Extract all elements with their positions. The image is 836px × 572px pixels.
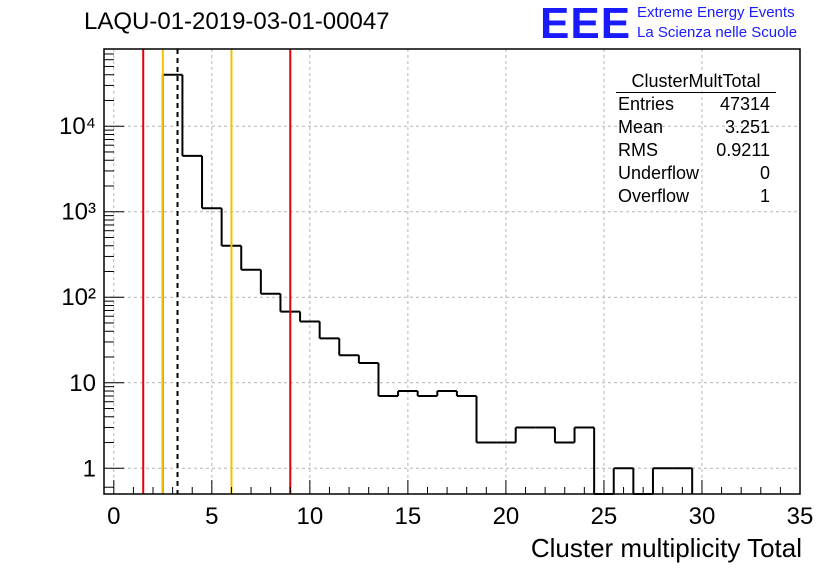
logo-line-1: Extreme Energy Events <box>637 4 795 21</box>
stats-box-title: ClusterMultTotal <box>616 70 776 93</box>
stats-label: Entries <box>618 94 675 114</box>
stats-value: 47314 <box>719 94 770 114</box>
chart-title: LAQU-01-2019-03-01-00047 <box>84 8 390 35</box>
stats-row: Overflow 1 <box>612 185 776 208</box>
axis-ticks <box>104 48 801 494</box>
x-tick-label: 15 <box>395 503 422 530</box>
y-tick-label: 1 <box>83 455 96 482</box>
stats-label: RMS <box>618 140 658 160</box>
stats-label: Mean <box>618 117 664 137</box>
stats-value: 3.251 <box>724 117 770 137</box>
stats-value: 1 <box>759 186 770 206</box>
x-tick-label: 5 <box>205 503 218 530</box>
x-axis-label: Cluster multiplicity Total <box>530 533 802 563</box>
x-tick-label: 35 <box>787 503 814 530</box>
x-tick-label: 10 <box>297 503 324 530</box>
y-tick-label: 10³ <box>61 199 96 226</box>
marker-lines <box>142 49 292 494</box>
stats-label: Overflow <box>618 186 690 206</box>
eee-logo-mark: EEE <box>540 0 632 48</box>
stats-label: Underflow <box>618 163 700 183</box>
logo-line-2: La Scienza nelle Scuole <box>637 24 798 41</box>
stats-row: RMS 0.9211 <box>612 139 776 162</box>
stats-box: ClusterMultTotal Entries 47314 Mean 3.25… <box>612 70 776 208</box>
x-tick-label: 0 <box>107 503 120 530</box>
stats-row: Mean 3.251 <box>612 116 776 139</box>
y-tick-label: 10² <box>61 284 96 311</box>
stats-value: 0.9211 <box>716 140 770 160</box>
stats-value: 0 <box>759 163 770 183</box>
x-tick-label: 30 <box>689 503 716 530</box>
stats-row: Underflow 0 <box>612 162 776 185</box>
y-tick-label: 10⁴ <box>59 113 96 140</box>
x-tick-label: 25 <box>591 503 618 530</box>
stats-row: Entries 47314 <box>612 93 776 116</box>
y-tick-label: 10 <box>69 370 96 397</box>
eee-logo-text: Extreme Energy Events La Scienza nelle S… <box>637 3 797 43</box>
x-tick-label: 20 <box>493 503 520 530</box>
